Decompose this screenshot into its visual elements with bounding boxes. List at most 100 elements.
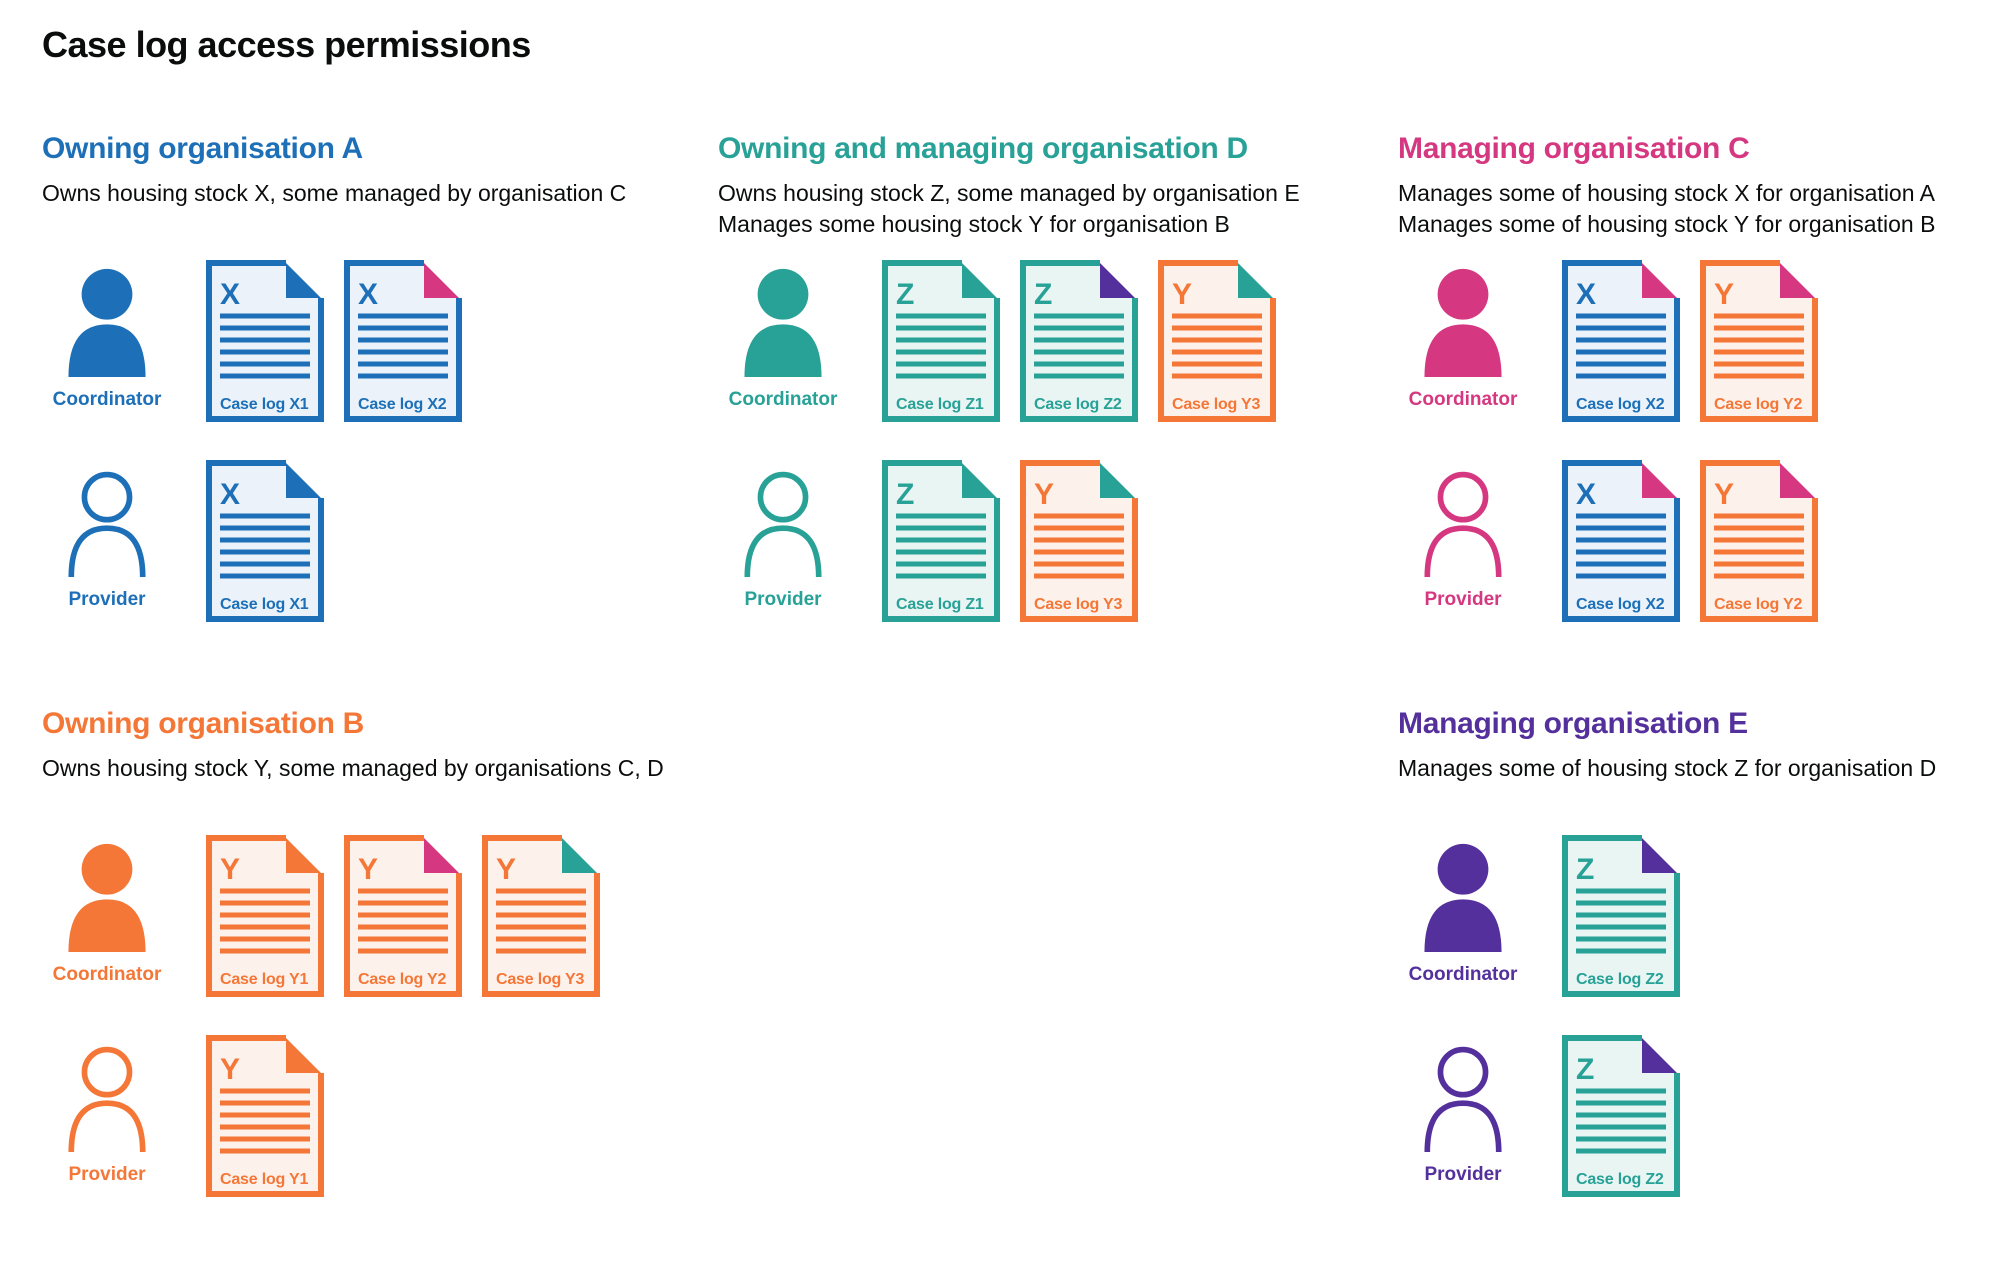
coordinator-person: Coordinator bbox=[42, 835, 172, 986]
section-title: Managing organisation E bbox=[1398, 707, 1748, 740]
folded-corner-icon bbox=[1100, 463, 1135, 498]
provider-person: Provider bbox=[42, 1035, 172, 1186]
doc-case-log-z2: Z Case log Z2 bbox=[1020, 260, 1138, 422]
doc-case-log-z1: Z Case log Z1 bbox=[882, 460, 1000, 622]
section-title: Owning organisation A bbox=[42, 132, 363, 165]
doc-case-log-y3: Y Case log Y3 bbox=[1020, 460, 1138, 622]
doc-stock-letter: Y bbox=[1714, 478, 1734, 511]
doc-label: Case log Y1 bbox=[220, 1171, 309, 1188]
folded-corner-icon bbox=[1780, 463, 1815, 498]
provider-person: Provider bbox=[1398, 460, 1528, 611]
doc-label: Case log X1 bbox=[220, 596, 309, 613]
doc-label: Case log Y3 bbox=[1034, 596, 1123, 613]
role-label: Provider bbox=[1424, 589, 1502, 610]
folded-corner-icon bbox=[1100, 263, 1135, 298]
provider-icon bbox=[1424, 471, 1502, 578]
permission-rows: Coordinator Y Case log Y1 Y Case log Y2 Y Case… bbox=[42, 835, 664, 1197]
provider-icon bbox=[68, 1046, 146, 1153]
section-description: Manages some of housing stock Z for orga… bbox=[1398, 753, 1936, 815]
folded-corner-icon bbox=[1642, 838, 1677, 873]
doc-label: Case log X2 bbox=[1576, 396, 1665, 413]
doc-case-log-x1: X Case log X1 bbox=[206, 260, 324, 422]
provider-person: Provider bbox=[1398, 1035, 1528, 1186]
section-description: Owns housing stock X, some managed by or… bbox=[42, 178, 626, 240]
doc-stock-letter: Y bbox=[1714, 278, 1734, 311]
doc-case-log-y2: Y Case log Y2 bbox=[344, 835, 462, 997]
doc-stock-letter: Y bbox=[220, 853, 240, 886]
provider-row: Provider X Case log X1 bbox=[42, 460, 626, 622]
section-description: Owns housing stock Y, some managed by or… bbox=[42, 753, 664, 815]
doc-label: Case log Z1 bbox=[896, 396, 984, 413]
doc-label: Case log X2 bbox=[358, 396, 447, 413]
doc-label: Case log Z2 bbox=[1034, 396, 1122, 413]
folded-corner-icon bbox=[424, 838, 459, 873]
doc-case-log-z2: Z Case log Z2 bbox=[1562, 835, 1680, 997]
section-description: Owns housing stock Z, some managed by or… bbox=[718, 178, 1300, 240]
doc-list: Z Case log Z1 Y Case log Y3 bbox=[882, 460, 1138, 622]
coordinator-icon bbox=[68, 268, 146, 378]
role-label: Coordinator bbox=[52, 389, 162, 410]
doc-stock-letter: X bbox=[358, 278, 378, 311]
doc-case-log-x2: X Case log X2 bbox=[1562, 460, 1680, 622]
coordinator-row: Coordinator X Case log X1 X Case log X2 bbox=[42, 260, 626, 422]
doc-list: Y Case log Y1 bbox=[206, 1035, 324, 1197]
section-title: Owning organisation B bbox=[42, 707, 365, 740]
folded-corner-icon bbox=[286, 263, 321, 298]
section-org-b: Owning organisation B Owns housing stock … bbox=[42, 705, 664, 1197]
doc-stock-letter: Y bbox=[1034, 478, 1054, 511]
doc-stock-letter: X bbox=[1576, 478, 1596, 511]
doc-label: Case log Y3 bbox=[496, 971, 585, 988]
section-org-d: Owning and managing organisation D Owns h… bbox=[718, 130, 1300, 622]
section-description-line: Manages some of housing stock Z for orga… bbox=[1398, 755, 1937, 781]
doc-stock-letter: Y bbox=[358, 853, 378, 886]
doc-case-log-y1: Y Case log Y1 bbox=[206, 1035, 324, 1197]
section-title: Owning and managing organisation D bbox=[718, 132, 1248, 165]
coordinator-person: Coordinator bbox=[42, 260, 172, 411]
provider-icon bbox=[68, 471, 146, 578]
doc-label: Case log Y2 bbox=[1714, 596, 1803, 613]
doc-case-log-y3: Y Case log Y3 bbox=[482, 835, 600, 997]
folded-corner-icon bbox=[962, 263, 997, 298]
doc-list: X Case log X1 X Case log X2 bbox=[206, 260, 462, 422]
role-label: Provider bbox=[1424, 1164, 1502, 1185]
doc-stock-letter: Y bbox=[220, 1053, 240, 1086]
doc-label: Case log Y3 bbox=[1172, 396, 1261, 413]
doc-list: X Case log X2 Y Case log Y2 bbox=[1562, 260, 1818, 422]
folded-corner-icon bbox=[1642, 463, 1677, 498]
doc-stock-letter: Z bbox=[896, 278, 914, 311]
doc-label: Case log Z2 bbox=[1576, 971, 1664, 988]
doc-list: Y Case log Y1 Y Case log Y2 Y Case log Y3 bbox=[206, 835, 600, 997]
role-label: Coordinator bbox=[1408, 389, 1518, 410]
doc-case-log-y1: Y Case log Y1 bbox=[206, 835, 324, 997]
coordinator-icon bbox=[1424, 843, 1502, 953]
section-title: Managing organisation C bbox=[1398, 132, 1750, 165]
doc-list: X Case log X1 bbox=[206, 460, 324, 622]
coordinator-icon bbox=[744, 268, 822, 378]
doc-list: Z Case log Z2 bbox=[1562, 1035, 1680, 1197]
permission-rows: Coordinator Z Case log Z2 Provider Z Case log… bbox=[1398, 835, 1936, 1197]
doc-label: Case log Y1 bbox=[220, 971, 309, 988]
doc-case-log-y2: Y Case log Y2 bbox=[1700, 260, 1818, 422]
doc-stock-letter: Y bbox=[1172, 278, 1192, 311]
coordinator-row: Coordinator Z Case log Z1 Z Case log Z2 Y Case… bbox=[718, 260, 1300, 422]
coordinator-icon bbox=[1424, 268, 1502, 378]
role-label: Coordinator bbox=[728, 389, 838, 410]
provider-person: Provider bbox=[42, 460, 172, 611]
provider-row: Provider Z Case log Z2 bbox=[1398, 1035, 1936, 1197]
doc-stock-letter: Z bbox=[1034, 278, 1052, 311]
folded-corner-icon bbox=[286, 1038, 321, 1073]
doc-label: Case log Y2 bbox=[1714, 396, 1803, 413]
folded-corner-icon bbox=[1238, 263, 1273, 298]
doc-stock-letter: X bbox=[220, 478, 240, 511]
doc-label: Case log Y2 bbox=[358, 971, 447, 988]
provider-row: Provider X Case log X2 Y Case log Y2 bbox=[1398, 460, 1935, 622]
doc-stock-letter: X bbox=[1576, 278, 1596, 311]
provider-row: Provider Z Case log Z1 Y Case log Y3 bbox=[718, 460, 1300, 622]
doc-stock-letter: Y bbox=[496, 853, 516, 886]
role-label: Coordinator bbox=[1408, 964, 1518, 985]
permission-rows: Coordinator X Case log X1 X Case log X2 Provi… bbox=[42, 260, 626, 622]
coordinator-row: Coordinator Z Case log Z2 bbox=[1398, 835, 1936, 997]
permission-rows: Coordinator X Case log X2 Y Case log Y2 Provi… bbox=[1398, 260, 1935, 622]
doc-case-log-x1: X Case log X1 bbox=[206, 460, 324, 622]
